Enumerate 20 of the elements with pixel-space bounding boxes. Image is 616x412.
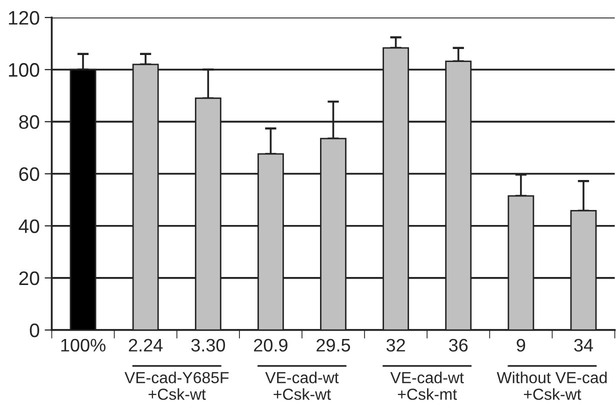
y-tick-label: 20 [19, 271, 40, 286]
x-tick-label: 36 [449, 338, 468, 352]
y-tick-label: 100 [8, 63, 40, 77]
x-tick-label: 100% [61, 338, 106, 352]
x-tick-label: 9 [516, 338, 526, 352]
x-tick-label: 20.9 [254, 338, 288, 352]
x-tick-label: 2.24 [128, 338, 163, 352]
text: VE-cad-wt +Csk-wt [265, 372, 339, 400]
y-tick-label: 60 [19, 167, 40, 181]
text: VE-cad-wt +Csk-mt [390, 372, 464, 400]
y-tick-label: 0 [30, 323, 40, 338]
text: Without VE-cad +Csk-wt [496, 372, 607, 400]
text: VE-cad-Y685F +Csk-wt [124, 372, 229, 400]
x-tick-label: 3.30 [191, 338, 226, 352]
y-tick-label: 120 [8, 10, 40, 25]
x-tick-label: 29.5 [316, 338, 350, 352]
y-tick-label: 40 [18, 219, 40, 234]
y-tick-label: 80 [19, 115, 40, 129]
x-tick-label: 34 [574, 338, 594, 352]
x-tick-label: 32 [386, 338, 405, 352]
